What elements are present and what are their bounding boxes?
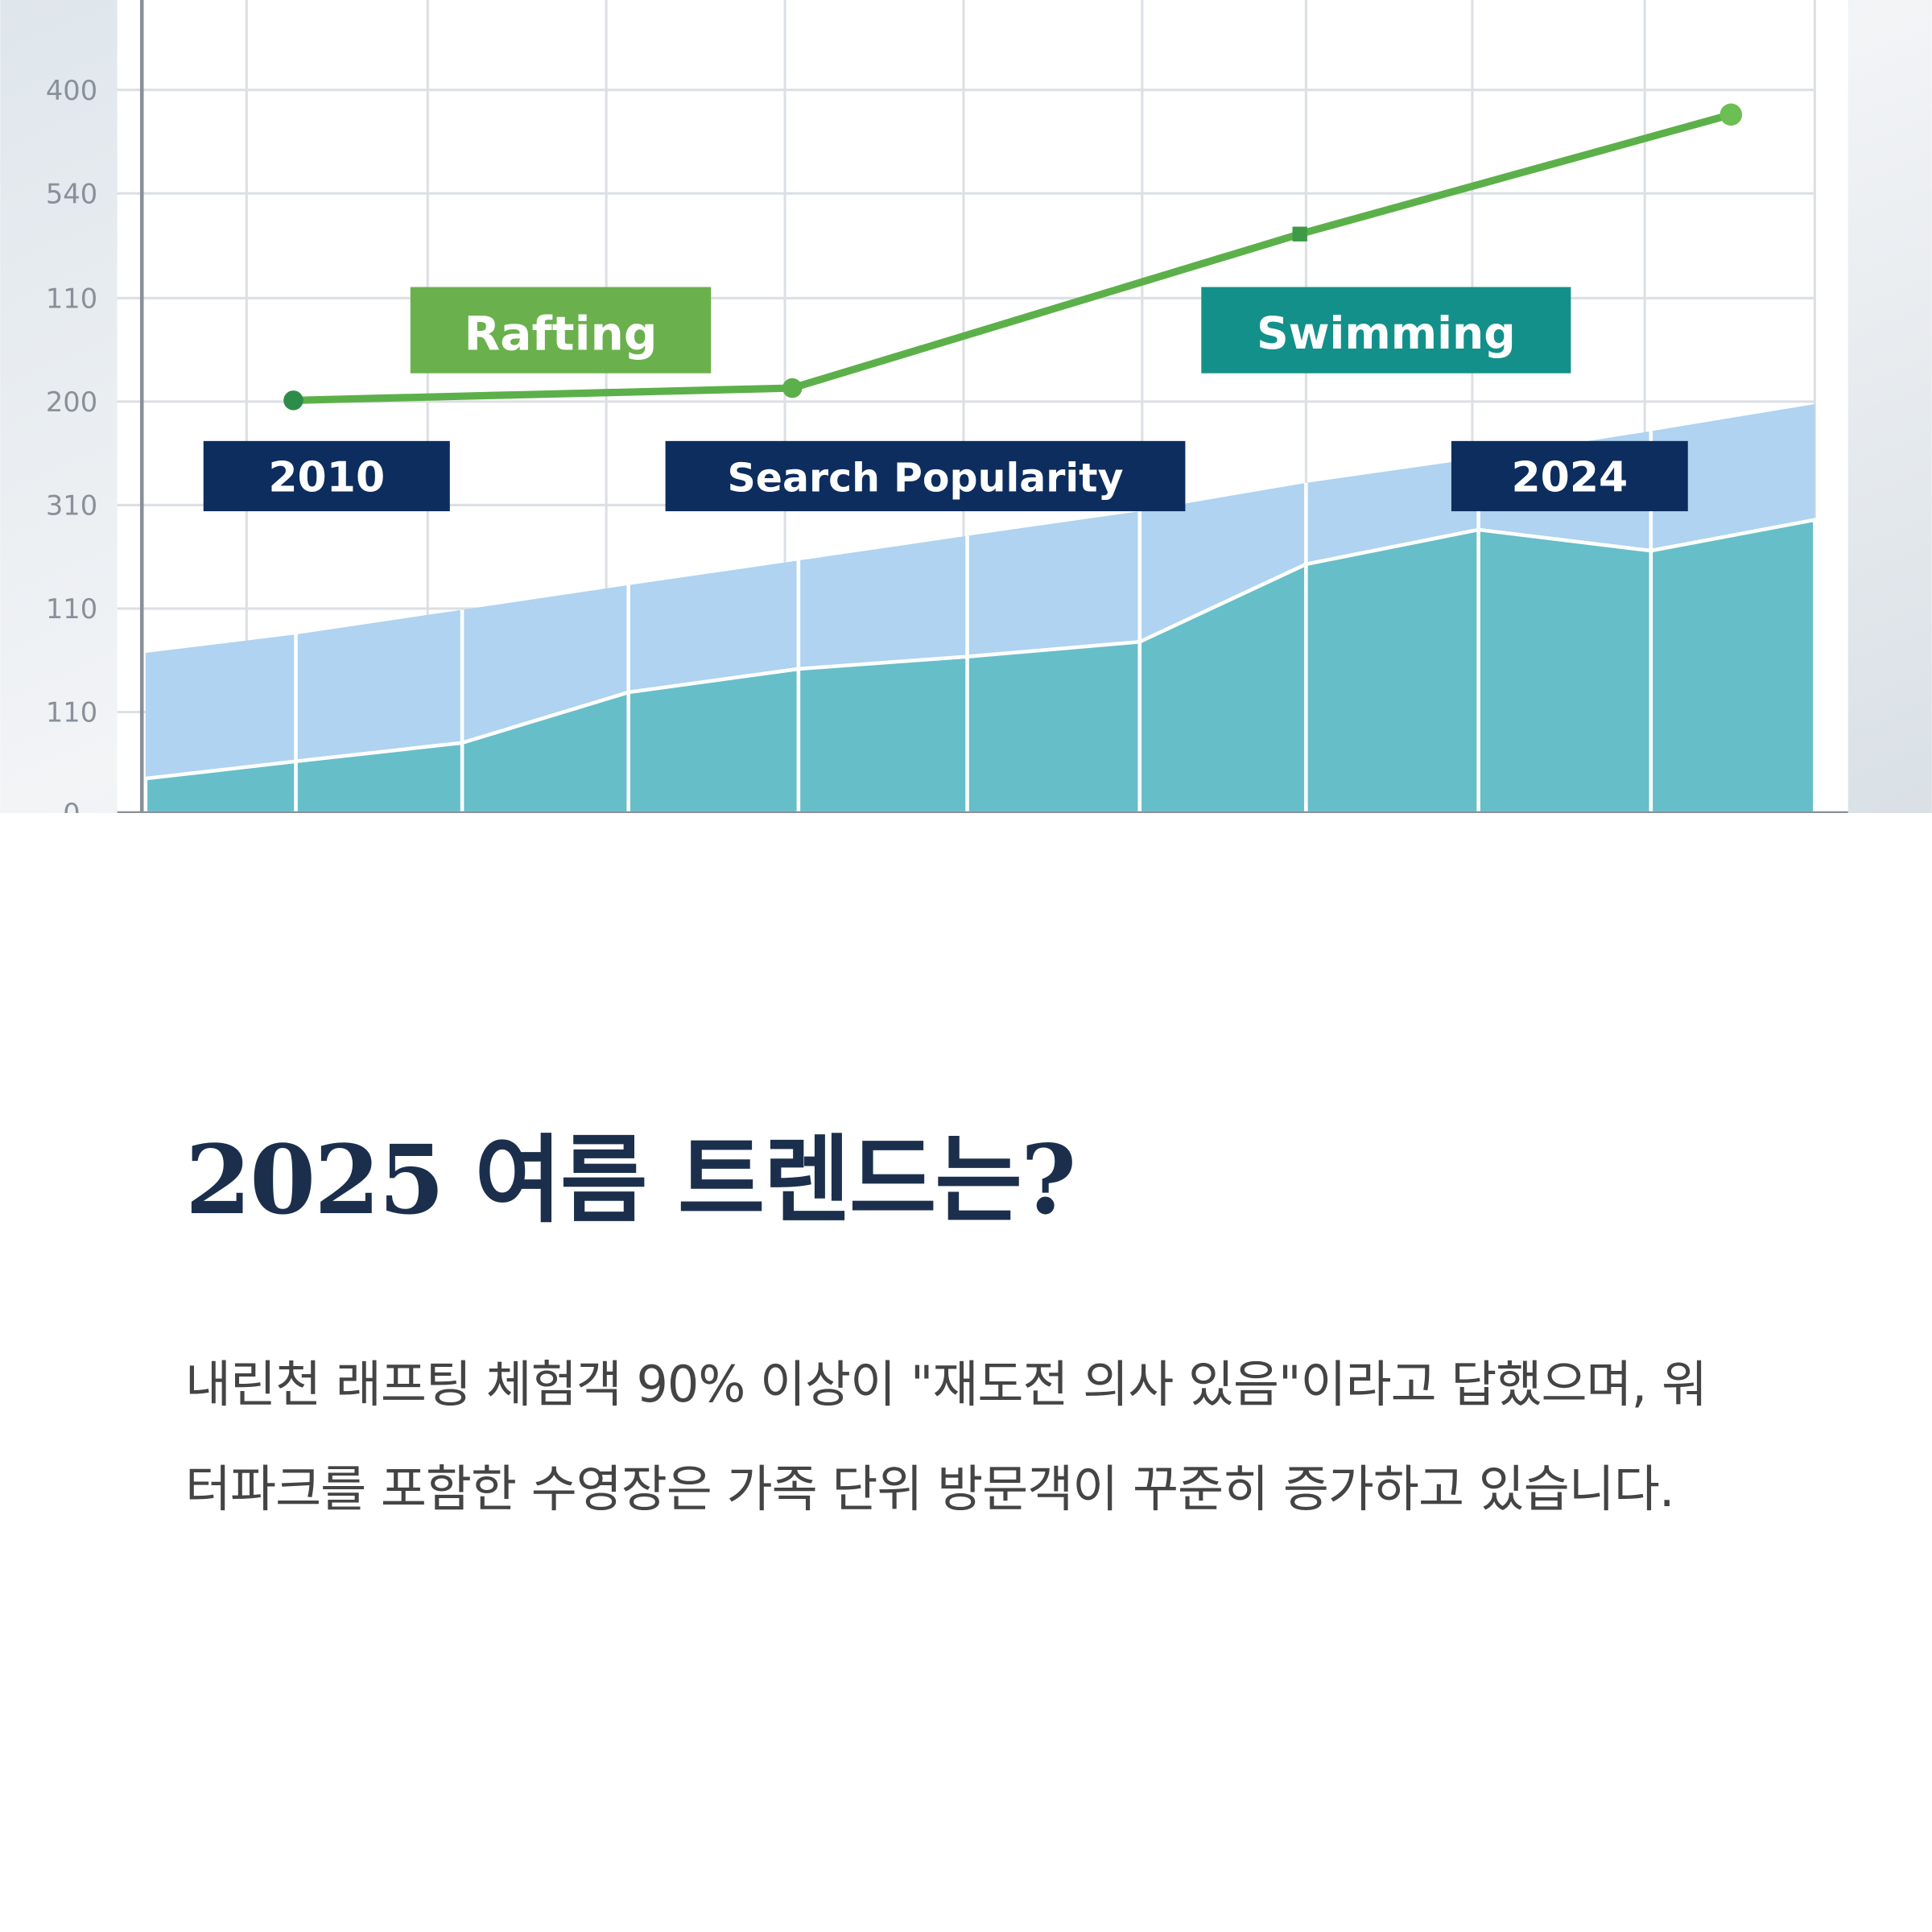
trend-point (283, 390, 303, 411)
axis-label: 540 (46, 178, 97, 209)
axis-label: 110 (46, 697, 97, 729)
tag-label: Rafting (464, 307, 658, 361)
tag-box (665, 440, 1186, 512)
tag-box (1201, 287, 1571, 374)
body-text: 내린천 래프팅 체험객 90% 이상이 "재도전 의사 있음"이라고 답했으며,… (185, 1355, 1707, 1518)
axis-label: 200 (46, 386, 97, 418)
tag-box (1451, 440, 1688, 512)
trend-point (1292, 226, 1307, 242)
axis-label: 110 (46, 283, 97, 315)
axis-label: 110 (46, 593, 97, 625)
tag-label: 2024 (1511, 454, 1628, 502)
trend-point (782, 378, 803, 398)
axis-label: 310 (46, 490, 97, 522)
heading: 2025 여름 트렌드는? (185, 1124, 1076, 1236)
tag-box (203, 440, 450, 512)
axis-label: 400 (46, 75, 97, 106)
tag-label: 2010 (268, 454, 385, 502)
trend-point (1719, 103, 1743, 126)
trend-line (293, 110, 1732, 404)
area-front (143, 518, 1817, 813)
axis-label: 0 (63, 798, 80, 813)
tag-label: Search Popularity (727, 456, 1123, 502)
axis-labels: 400 540 110 200 310 110 110 0 (46, 75, 97, 813)
tag-box (410, 287, 712, 374)
tag-label: Swimming (1257, 308, 1516, 359)
chart-illustration: 4005401102003101101100 Rafting Swimming … (0, 0, 1932, 813)
